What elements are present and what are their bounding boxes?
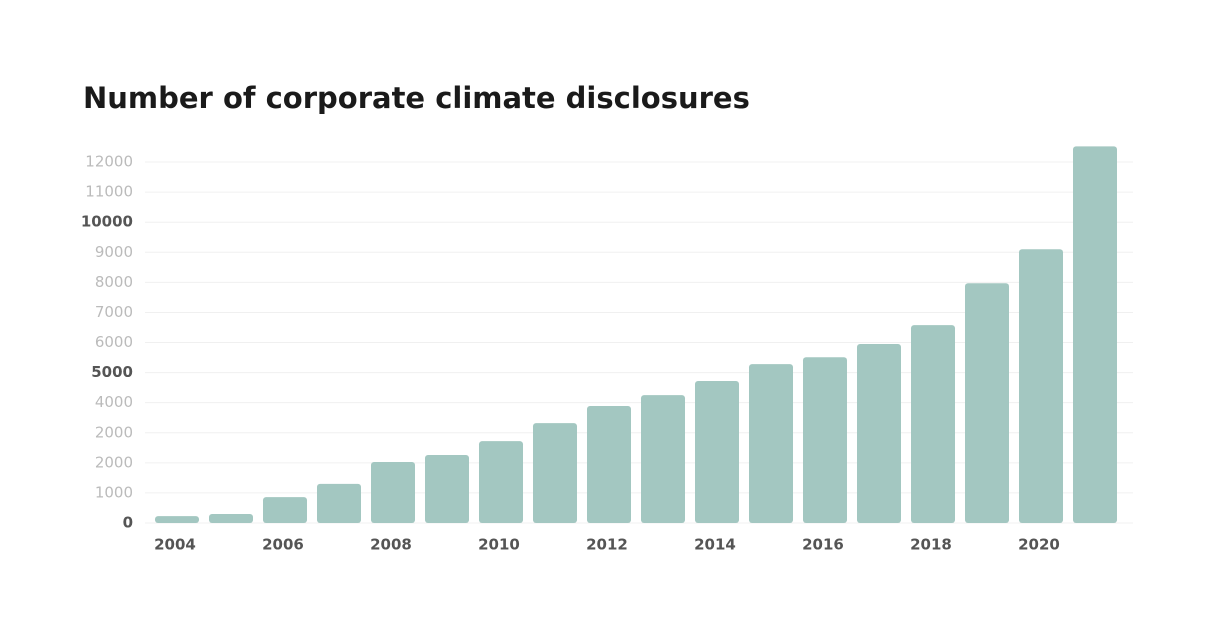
y-tick-label: 2000	[95, 453, 133, 471]
x-tick-label: 2010	[478, 536, 520, 554]
bar	[749, 364, 793, 523]
x-tick-label: 2018	[910, 536, 952, 554]
y-tick-label: 4000	[95, 393, 133, 411]
bar	[155, 516, 199, 523]
bar	[479, 441, 523, 523]
y-tick-label: 11000	[85, 183, 133, 201]
bar	[263, 497, 307, 523]
bar	[1073, 146, 1117, 523]
chart-title: Number of corporate climate disclosures	[83, 81, 750, 115]
bar	[209, 513, 253, 523]
y-tick-label: 9000	[95, 243, 133, 261]
bar	[533, 423, 577, 523]
bar	[1019, 249, 1063, 523]
x-tick-label: 2008	[370, 536, 412, 554]
y-tick-label: 0	[123, 514, 133, 532]
x-tick-label: 2014	[694, 536, 736, 554]
bar	[587, 405, 631, 523]
y-tick-label: 6000	[95, 333, 133, 351]
bar	[965, 283, 1009, 523]
y-tick-label: 5000	[91, 363, 133, 381]
bar	[317, 483, 361, 523]
x-tick-label: 2016	[802, 536, 844, 554]
x-tick-label: 2004	[154, 536, 196, 554]
y-tick-label: 7000	[95, 303, 133, 321]
bar	[371, 461, 415, 523]
y-tick-label: 8000	[95, 273, 133, 291]
bar	[425, 455, 469, 523]
bar	[641, 395, 685, 523]
bar	[803, 357, 847, 523]
y-tick-label: 10000	[81, 213, 133, 231]
bar	[911, 325, 955, 523]
y-tick-label: 1000	[95, 483, 133, 501]
y-tick-label: 2000	[95, 423, 133, 441]
x-tick-label: 2020	[1018, 536, 1060, 554]
x-tick-label: 2006	[262, 536, 304, 554]
y-tick-label: 12000	[85, 153, 133, 171]
bar	[857, 344, 901, 523]
bar	[695, 381, 739, 523]
x-tick-label: 2012	[586, 536, 628, 554]
